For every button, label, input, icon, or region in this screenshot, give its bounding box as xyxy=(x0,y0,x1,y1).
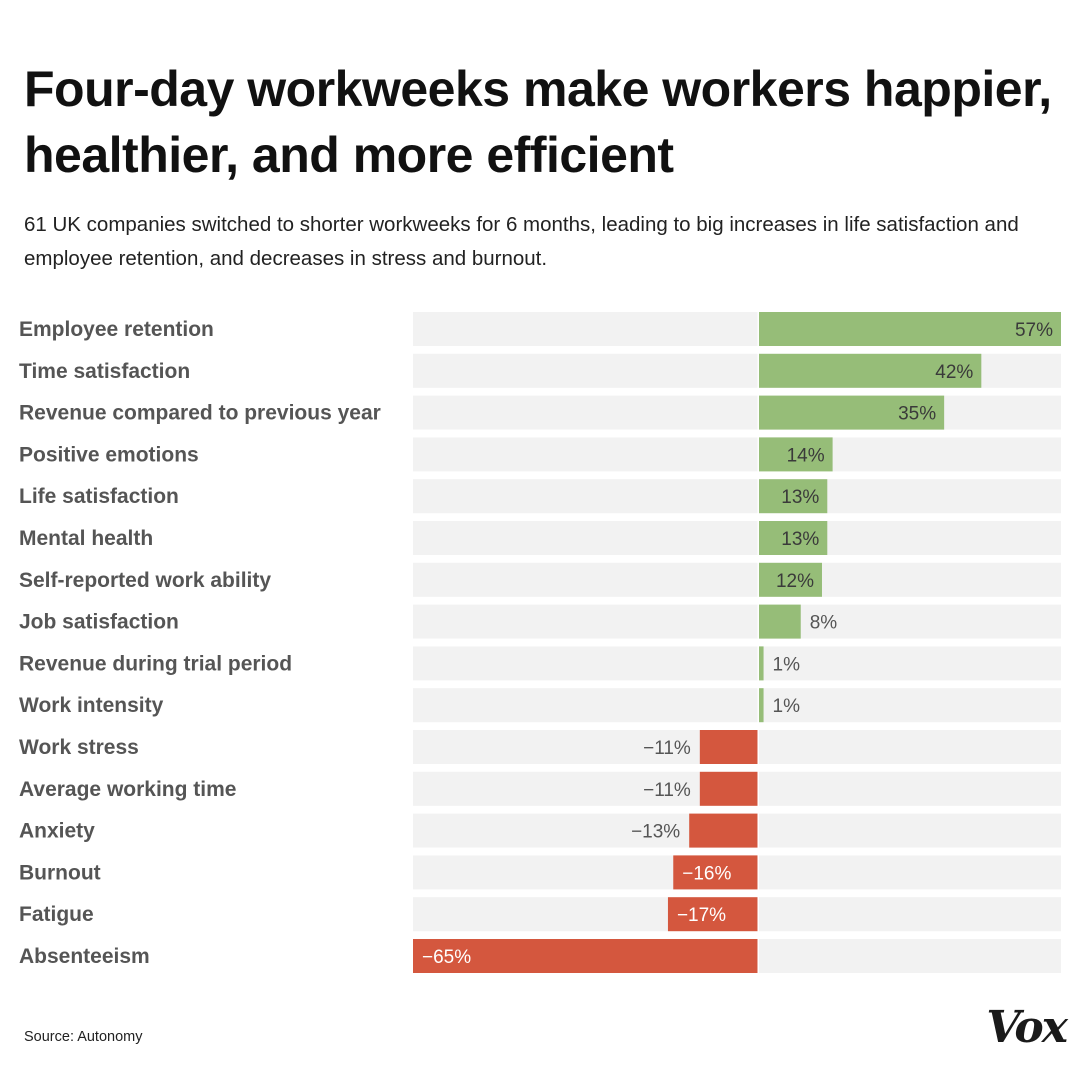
value-label: 8% xyxy=(810,613,838,634)
value-label: −11% xyxy=(643,738,691,759)
bar xyxy=(758,353,982,388)
value-label: 57% xyxy=(1015,320,1053,341)
value-label: 12% xyxy=(776,571,814,592)
bar xyxy=(699,771,759,806)
value-label: −17% xyxy=(677,905,726,926)
bar xyxy=(758,562,822,597)
category-label: Positive emotions xyxy=(19,443,199,466)
bar xyxy=(758,395,945,430)
value-label: −13% xyxy=(631,822,680,843)
bar-track xyxy=(413,562,1061,597)
category-label: Burnout xyxy=(19,861,101,884)
bar xyxy=(758,521,828,555)
bar xyxy=(667,897,759,932)
category-label: Revenue during trial period xyxy=(19,652,292,675)
category-label: Absenteeism xyxy=(19,945,150,968)
category-label: Employee retention xyxy=(19,318,214,341)
bar xyxy=(758,604,801,639)
category-label: Fatigue xyxy=(19,903,94,926)
bar xyxy=(413,939,759,973)
category-label: Mental health xyxy=(19,527,153,550)
value-label: 13% xyxy=(781,487,819,508)
value-label: 35% xyxy=(898,404,936,425)
category-label: Job satisfaction xyxy=(19,611,179,634)
bar xyxy=(673,855,759,890)
value-label: 13% xyxy=(781,529,819,550)
value-labels: 57%42%35%14%13%13%12%8%1%1%−11%−11%−13%−… xyxy=(422,320,1053,968)
value-label: 14% xyxy=(787,445,825,466)
value-label: −11% xyxy=(643,780,691,801)
bar xyxy=(758,312,1061,346)
value-label: 1% xyxy=(773,654,801,675)
category-label: Work intensity xyxy=(19,694,164,717)
category-label: Average working time xyxy=(19,778,236,801)
bars xyxy=(413,312,1061,973)
category-label: Time satisfaction xyxy=(19,360,190,383)
bar-track xyxy=(413,604,1061,639)
bar xyxy=(758,437,833,472)
bar-track xyxy=(413,395,1061,430)
bar-track xyxy=(413,646,1061,681)
source-note: Source: Autonomy xyxy=(24,1029,143,1045)
bar-track xyxy=(413,688,1061,723)
bar xyxy=(758,479,828,514)
category-label: Life satisfaction xyxy=(19,485,179,508)
chart-title: Four-day workweeks make workers happier,… xyxy=(24,61,1052,183)
bar-track xyxy=(413,521,1061,555)
category-label: Self-reported work ability xyxy=(19,569,271,592)
bar xyxy=(699,730,759,764)
value-label: −16% xyxy=(682,863,731,884)
chart-subtitle: 61 UK companies switched to shorter work… xyxy=(24,213,1019,270)
category-label: Work stress xyxy=(19,736,139,759)
value-label: −65% xyxy=(422,947,471,968)
category-label: Anxiety xyxy=(19,820,95,843)
bar xyxy=(689,813,759,848)
value-label: 1% xyxy=(773,696,801,717)
category-labels: Employee retention Time satisfaction Reven… xyxy=(19,318,381,968)
bar xyxy=(758,646,764,681)
bar-track xyxy=(413,479,1061,514)
category-label: Revenue compared to previous year xyxy=(19,402,381,425)
value-label: 42% xyxy=(935,362,973,383)
bar xyxy=(758,688,764,723)
bar-chart: Employee retention Time satisfaction Reven… xyxy=(19,312,1061,973)
bar-track xyxy=(413,437,1061,472)
vox-logo: Vox xyxy=(986,1002,1068,1053)
